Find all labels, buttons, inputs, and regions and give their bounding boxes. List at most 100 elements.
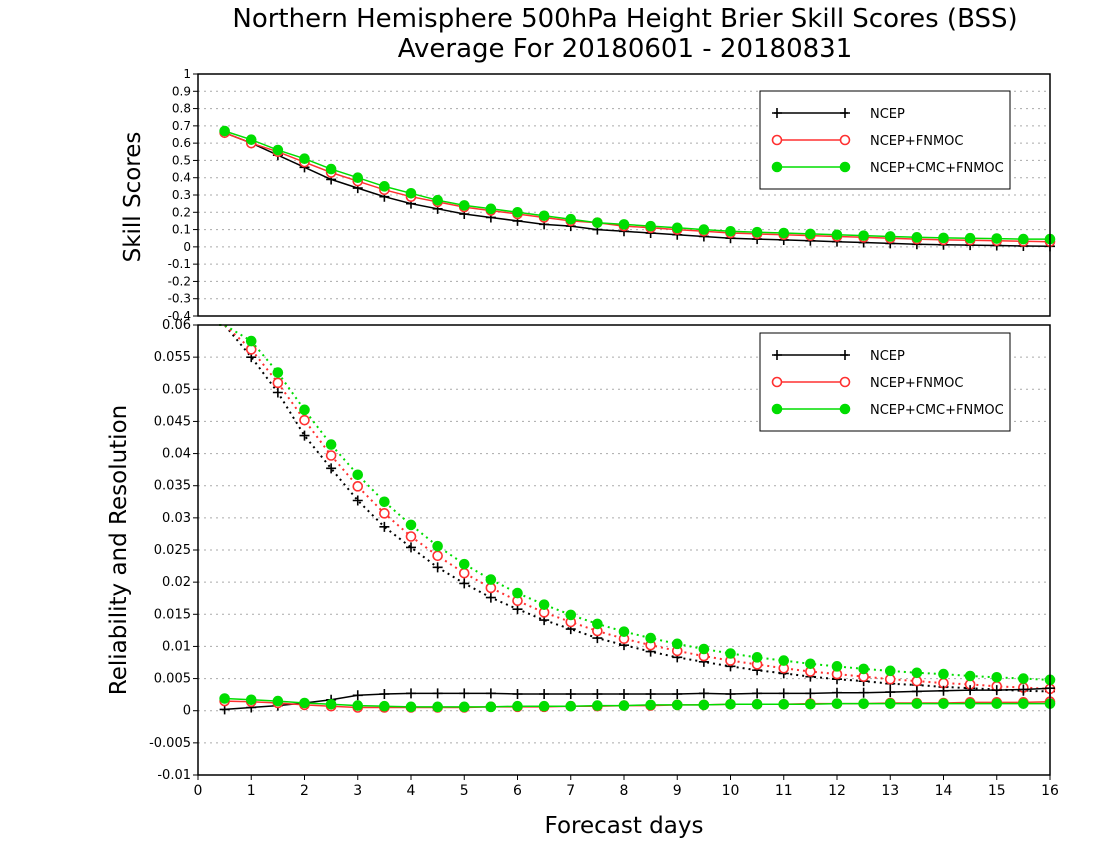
legend-label: NCEP+CMC+FNMOC bbox=[870, 161, 1004, 176]
data-point-plus-9 bbox=[459, 578, 470, 589]
x-tick-label: 13 bbox=[881, 783, 899, 799]
x-tick-label: 5 bbox=[460, 783, 469, 799]
data-point-plus-5 bbox=[352, 690, 363, 701]
legend-entry: NCEP+CMC+FNMOC bbox=[771, 161, 1004, 176]
data-point-filled-circle-5 bbox=[352, 700, 364, 711]
data-point-plus-8 bbox=[432, 562, 443, 573]
y-tick-label: 0.02 bbox=[162, 575, 191, 590]
data-point-filled-circle-28 bbox=[964, 232, 976, 244]
data-point-filled-circle-4 bbox=[325, 163, 337, 175]
data-point-plus-3 bbox=[299, 430, 310, 441]
data-point-filled-circle-1 bbox=[245, 694, 257, 706]
plot-frame bbox=[197, 73, 1051, 317]
data-point-open-circle-7 bbox=[405, 531, 417, 542]
panel-1: 1 0.9 0.8 0.7 0.6 0.5 0.4 0.3 0.2 0.1 0 -0.1 -0.2 -0.… bbox=[120, 67, 1056, 323]
data-point-filled-circle-7 bbox=[405, 187, 417, 199]
data-point-filled-circle-legend-b bbox=[839, 161, 851, 173]
legend-entry: NCEP+CMC+FNMOC bbox=[771, 403, 1004, 418]
legend-label: NCEP+FNMOC bbox=[870, 134, 963, 149]
data-point-plus-15 bbox=[619, 689, 629, 699]
data-point-filled-circle-13 bbox=[565, 213, 577, 225]
data-point-plus-23 bbox=[832, 687, 842, 698]
data-point-filled-circle-5 bbox=[352, 172, 364, 184]
legend-entry: NCEP+FNMOC bbox=[771, 134, 963, 149]
data-point-filled-circle-23 bbox=[831, 661, 843, 672]
y-tick-label: -0.4 bbox=[168, 309, 191, 323]
data-point-filled-circle-17 bbox=[671, 699, 683, 711]
y-tick-label: 0.06 bbox=[162, 318, 191, 333]
y-tick-label: 0.005 bbox=[154, 672, 191, 687]
data-point-plus-22 bbox=[805, 688, 816, 699]
data-point-plus-9 bbox=[459, 688, 470, 699]
data-point-filled-circle-16 bbox=[645, 220, 656, 232]
data-point-filled-circle-11 bbox=[512, 700, 523, 712]
data-point-filled-circle-26 bbox=[911, 698, 923, 709]
legend-label: NCEP+FNMOC bbox=[870, 376, 963, 391]
data-point-filled-circle-21 bbox=[778, 698, 790, 710]
data-point-filled-circle-1 bbox=[245, 335, 257, 347]
data-point-plus-4 bbox=[326, 463, 337, 474]
plot-frame bbox=[197, 324, 1051, 776]
data-point-filled-circle-9 bbox=[458, 200, 470, 211]
legend-label: NCEP bbox=[870, 107, 905, 122]
y-tick-label: 0.3 bbox=[172, 188, 191, 202]
data-point-filled-circle-0 bbox=[219, 125, 230, 137]
data-point-plus-6 bbox=[379, 689, 390, 699]
y-tick-label: 0.9 bbox=[172, 84, 191, 98]
y-tick-label: 0.01 bbox=[162, 639, 191, 654]
y-tick-label: 0 bbox=[183, 240, 191, 254]
data-point-filled-circle-25 bbox=[884, 698, 896, 709]
y-tick-label: -0.2 bbox=[168, 274, 191, 288]
y-tick-label: 0.8 bbox=[172, 102, 191, 116]
data-point-filled-circle-30 bbox=[1018, 233, 1029, 245]
y-tick-label: 0.6 bbox=[172, 136, 191, 150]
data-point-filled-circle-11 bbox=[512, 206, 523, 218]
data-point-filled-circle-6 bbox=[379, 700, 390, 712]
data-point-open-circle-9 bbox=[458, 567, 470, 579]
series-ncep-cmc-fnmoc-resolution bbox=[219, 324, 1056, 686]
data-point-open-circle-legend-b bbox=[839, 134, 851, 146]
y-tick-label: 0.04 bbox=[162, 447, 191, 462]
data-point-filled-circle-10 bbox=[485, 701, 497, 713]
data-point-filled-circle-29 bbox=[991, 233, 1003, 244]
x-tick-label: 10 bbox=[722, 783, 740, 799]
data-point-plus-legend-a bbox=[772, 350, 782, 360]
data-point-plus-6 bbox=[379, 521, 390, 532]
data-point-filled-circle-18 bbox=[698, 699, 710, 711]
series-line bbox=[219, 324, 1051, 681]
data-point-filled-circle-22 bbox=[805, 658, 816, 670]
x-tick-label: 9 bbox=[673, 783, 682, 799]
data-point-filled-circle-12 bbox=[538, 700, 550, 712]
data-point-plus-20 bbox=[752, 688, 763, 699]
x-tick-label: 7 bbox=[566, 783, 575, 799]
data-point-filled-circle-6 bbox=[379, 496, 390, 508]
data-point-filled-circle-7 bbox=[405, 701, 417, 713]
data-point-filled-circle-0 bbox=[219, 693, 230, 704]
data-point-filled-circle-25 bbox=[884, 231, 896, 242]
data-point-plus-legend-b bbox=[840, 108, 850, 118]
data-point-filled-circle-5 bbox=[352, 469, 364, 481]
data-point-filled-circle-27 bbox=[938, 698, 949, 709]
data-point-plus-14 bbox=[592, 689, 603, 699]
legend-entry: NCEP bbox=[772, 107, 905, 122]
data-point-open-circle-legend-a bbox=[771, 376, 783, 388]
x-tick-label: 15 bbox=[988, 783, 1006, 799]
data-point-plus-10 bbox=[485, 592, 496, 603]
data-point-filled-circle-23 bbox=[831, 698, 843, 709]
data-point-plus-27 bbox=[938, 685, 949, 696]
data-point-plus-28 bbox=[965, 685, 976, 696]
data-point-filled-circle-16 bbox=[645, 699, 656, 711]
data-point-filled-circle-30 bbox=[1018, 698, 1029, 709]
panel-2: 0.060.0550.050.0450.040.0350.030.0250.02… bbox=[106, 318, 1059, 839]
data-point-filled-circle-25 bbox=[884, 665, 896, 677]
data-point-filled-circle-legend-b bbox=[839, 403, 851, 415]
x-axis-label: Forecast days bbox=[545, 813, 704, 839]
y-axis-label: Skill Scores bbox=[120, 132, 146, 263]
data-point-plus-2 bbox=[272, 387, 283, 398]
data-point-plus-18 bbox=[698, 688, 709, 699]
data-point-filled-circle-3 bbox=[299, 153, 310, 164]
data-point-filled-circle-13 bbox=[565, 609, 577, 621]
data-point-plus-8 bbox=[432, 688, 443, 699]
x-tick-label: 11 bbox=[775, 783, 793, 799]
